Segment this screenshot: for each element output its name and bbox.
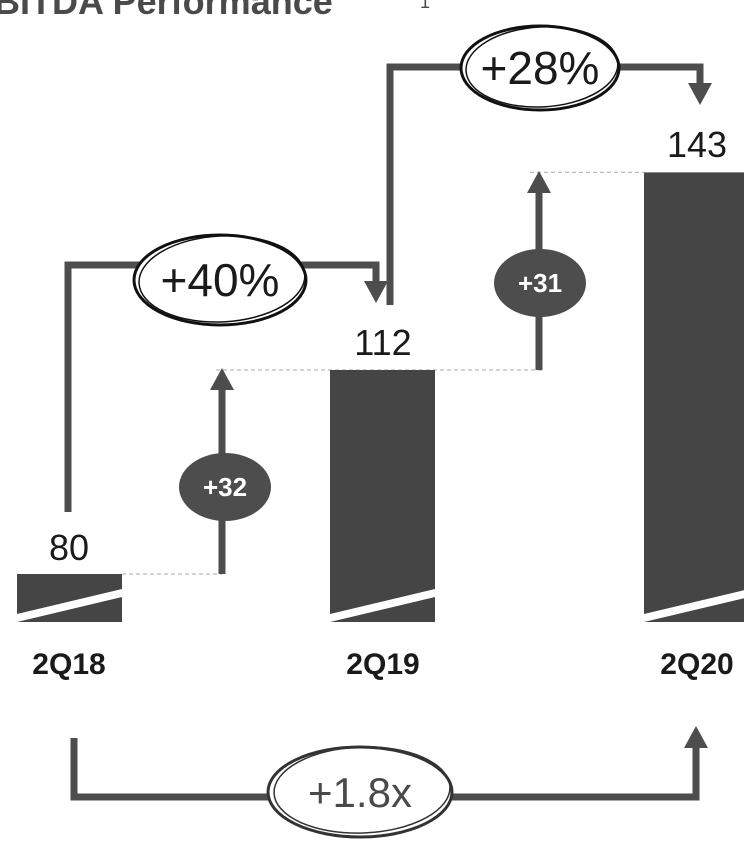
arrow-head-up xyxy=(527,171,551,193)
delta-badge-label: +31 xyxy=(518,268,562,298)
chart-title: BITDA Performance xyxy=(0,0,333,22)
arrow-head-up xyxy=(684,726,708,748)
axis-break-slash xyxy=(17,589,122,622)
growth-label: +40% xyxy=(161,254,280,306)
value-label-2Q20: 143 xyxy=(667,124,727,165)
arrow-head-down xyxy=(688,83,712,105)
category-label-2Q18: 2Q18 xyxy=(32,648,105,681)
bar-2Q20 xyxy=(644,172,744,622)
arrow-head-down xyxy=(364,281,388,303)
arrow-head-up xyxy=(210,368,234,390)
value-label-2Q19: 112 xyxy=(354,322,411,363)
delta-badge xyxy=(179,453,271,521)
axis-break-slash xyxy=(330,589,435,622)
overall-multiple-label: +1.8x xyxy=(308,769,412,816)
growth-oval xyxy=(459,24,621,112)
growth-oval-sketch xyxy=(465,26,619,108)
overall-oval-sketch xyxy=(273,746,451,834)
category-label-2Q20: 2Q20 xyxy=(660,648,733,681)
growth-oval-sketch xyxy=(138,234,306,323)
axis-break-slash xyxy=(644,590,744,622)
title-superscript: 1 xyxy=(420,0,430,12)
delta-badge-label: +32 xyxy=(203,472,247,502)
labels: 80 112 143 2Q18 2Q19 2Q20 +32 +31 +40% +28% +1.8x xyxy=(32,24,734,839)
delta-badge xyxy=(494,249,586,317)
category-label-2Q19: 2Q19 xyxy=(346,648,419,681)
growth-label: +28% xyxy=(481,42,600,94)
value-label-2Q18: 80 xyxy=(49,527,89,568)
bar-2Q19 xyxy=(330,370,435,622)
bars xyxy=(17,172,744,622)
growth-oval xyxy=(132,233,308,327)
